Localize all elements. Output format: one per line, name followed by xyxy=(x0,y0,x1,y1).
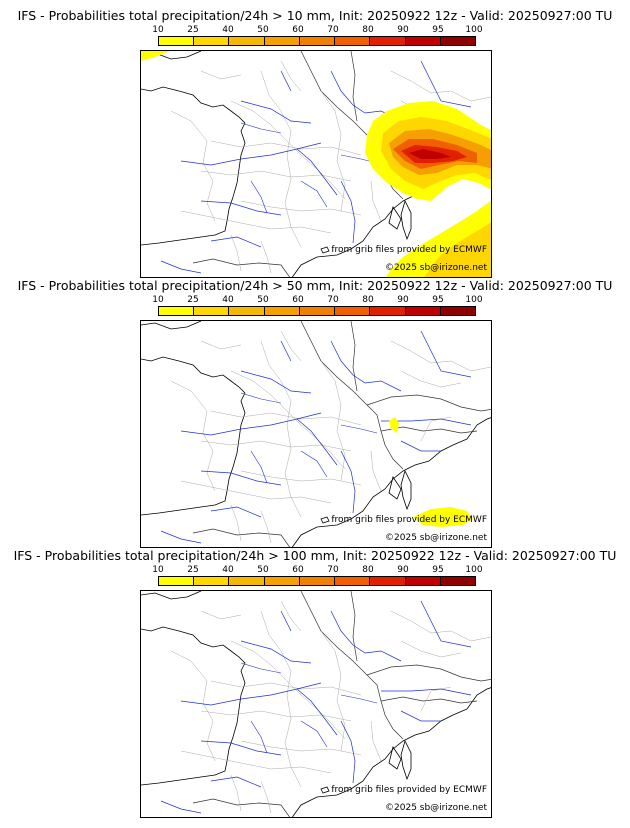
colorbar xyxy=(158,576,476,586)
colorbar-tick: 100 xyxy=(465,295,483,305)
colorbar-tick: 95 xyxy=(432,565,444,575)
colorbar-labels: 10 25 40 50 60 70 80 90 95 100 xyxy=(152,564,482,576)
panel-100mm: IFS - Probabilities total precipitation/… xyxy=(0,548,630,818)
colorbar-tick: 90 xyxy=(397,295,409,305)
colorbar-segment xyxy=(299,307,336,315)
colorbar-tick: 50 xyxy=(257,565,269,575)
probability-field xyxy=(389,417,473,527)
map: from grib files provided by ECMWF ©2025 … xyxy=(140,50,492,278)
colorbar-segment xyxy=(299,37,336,45)
colorbar-segment xyxy=(405,37,441,45)
colorbar-segment xyxy=(194,577,230,585)
colorbar-segment xyxy=(440,37,475,45)
colorbar-tick: 50 xyxy=(257,295,269,305)
colorbar-tick: 80 xyxy=(362,565,374,575)
colorbar-segment xyxy=(159,577,195,585)
colorbar-tick: 10 xyxy=(152,565,164,575)
colorbar-tick: 70 xyxy=(327,565,339,575)
map-canvas xyxy=(141,591,491,817)
colorbar-segment xyxy=(405,307,441,315)
colorbar-segment xyxy=(264,307,300,315)
map: from grib files provided by ECMWF ©2025 … xyxy=(140,590,492,818)
colorbar-tick: 40 xyxy=(222,25,234,35)
panel-title: IFS - Probabilities total precipitation/… xyxy=(17,8,613,23)
map-canvas xyxy=(141,51,491,277)
colorbar-tick: 60 xyxy=(292,565,304,575)
copyright-credit: ©2025 sb@irizone.net xyxy=(385,263,487,273)
map: from grib files provided by ECMWF ©2025 … xyxy=(140,320,492,548)
colorbar-tick: 10 xyxy=(152,295,164,305)
colorbar-segment xyxy=(370,37,406,45)
colorbar-segment xyxy=(440,307,475,315)
panel-50mm: IFS - Probabilities total precipitation/… xyxy=(0,278,630,548)
colorbar-tick: 80 xyxy=(362,25,374,35)
colorbar-segment xyxy=(194,307,230,315)
colorbar-tick: 60 xyxy=(292,25,304,35)
colorbar-segment xyxy=(264,577,300,585)
colorbar-segment xyxy=(194,37,230,45)
panel-title: IFS - Probabilities total precipitation/… xyxy=(17,278,613,293)
colorbar-tick: 40 xyxy=(222,565,234,575)
map-canvas xyxy=(141,321,491,547)
data-source-credit: from grib files provided by ECMWF xyxy=(331,515,487,525)
colorbar-tick: 25 xyxy=(187,25,199,35)
colorbar-segment xyxy=(370,307,406,315)
colorbar-tick: 100 xyxy=(465,565,483,575)
colorbar-tick: 25 xyxy=(187,295,199,305)
colorbar-segment xyxy=(335,37,371,45)
colorbar-labels: 10 25 40 50 60 70 80 90 95 100 xyxy=(152,24,482,36)
copyright-credit: ©2025 sb@irizone.net xyxy=(385,533,487,543)
colorbar-tick: 80 xyxy=(362,295,374,305)
colorbar-tick: 70 xyxy=(327,295,339,305)
colorbar-tick: 100 xyxy=(465,25,483,35)
colorbar-tick: 10 xyxy=(152,25,164,35)
colorbar-tick: 95 xyxy=(432,295,444,305)
colorbar-segment xyxy=(229,307,265,315)
colorbar-tick: 50 xyxy=(257,25,269,35)
colorbar-tick: 95 xyxy=(432,25,444,35)
colorbar-segment xyxy=(264,37,300,45)
colorbar-tick: 90 xyxy=(397,25,409,35)
panel-title: IFS - Probabilities total precipitation/… xyxy=(13,548,617,563)
colorbar-tick: 90 xyxy=(397,565,409,575)
colorbar-segment xyxy=(299,577,336,585)
copyright-credit: ©2025 sb@irizone.net xyxy=(385,803,487,813)
colorbar-tick: 25 xyxy=(187,565,199,575)
colorbar xyxy=(158,36,476,46)
colorbar-segment xyxy=(335,307,371,315)
colorbar-segment xyxy=(159,37,195,45)
colorbar-labels: 10 25 40 50 60 70 80 90 95 100 xyxy=(152,294,482,306)
colorbar xyxy=(158,306,476,316)
colorbar-segment xyxy=(159,307,195,315)
colorbar-segment xyxy=(229,577,265,585)
colorbar-segment xyxy=(229,37,265,45)
colorbar-segment xyxy=(335,577,371,585)
colorbar-segment xyxy=(440,577,475,585)
probability-field xyxy=(141,51,491,277)
data-source-credit: from grib files provided by ECMWF xyxy=(331,245,487,255)
colorbar-segment xyxy=(405,577,441,585)
panel-10mm: IFS - Probabilities total precipitation/… xyxy=(0,8,630,278)
colorbar-segment xyxy=(370,577,406,585)
data-source-credit: from grib files provided by ECMWF xyxy=(331,785,487,795)
colorbar-tick: 40 xyxy=(222,295,234,305)
colorbar-tick: 60 xyxy=(292,295,304,305)
colorbar-tick: 70 xyxy=(327,25,339,35)
